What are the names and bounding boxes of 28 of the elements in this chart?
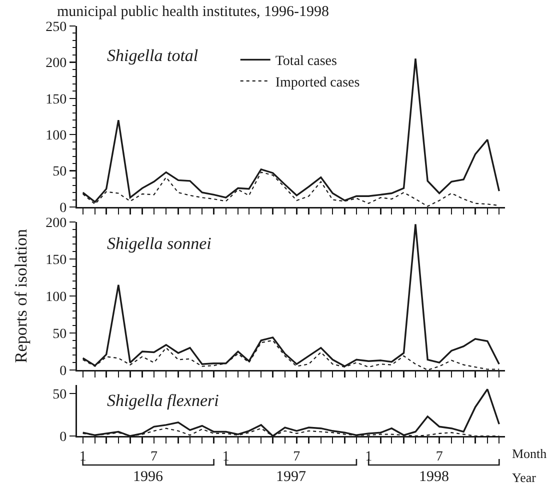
x-axis-title: Month [512,446,548,461]
y-tick-label: 50 [52,164,67,180]
text: Year [512,470,537,484]
y-tick-label: 150 [46,252,67,268]
text: 1996 [133,469,164,484]
x-tick-label: 7 [436,449,443,464]
text: Shigella total [107,46,198,65]
legend-label: Imported cases [275,75,360,90]
x-tick-label: 7 [293,449,300,464]
legend-label: Total cases [275,54,337,70]
y-tick-label: 250 [46,20,67,35]
y-tick-label: 100 [46,128,67,144]
text: municipal public health institutes, 1996-1998 [57,4,330,20]
y-tick-label: 50 [52,387,67,402]
y-tick-label: 0 [60,200,67,216]
y-tick-label: 100 [46,290,67,305]
y-tick-label: 150 [46,92,67,108]
chart-title: Shigella flexneri [107,391,220,410]
text: Shigella sonnei [107,234,212,253]
y-tick-label: 200 [46,216,67,231]
y-tick-label: 0 [60,364,67,379]
text: 1997 [276,469,306,484]
x-tick-label: 7 [150,449,158,464]
text: 1998 [419,469,449,484]
y-tick-label: 0 [60,430,67,445]
y-axis-title: Reports of isolation [11,228,30,364]
y-tick-label: 200 [46,56,67,72]
y-tick-label: 50 [52,326,67,342]
